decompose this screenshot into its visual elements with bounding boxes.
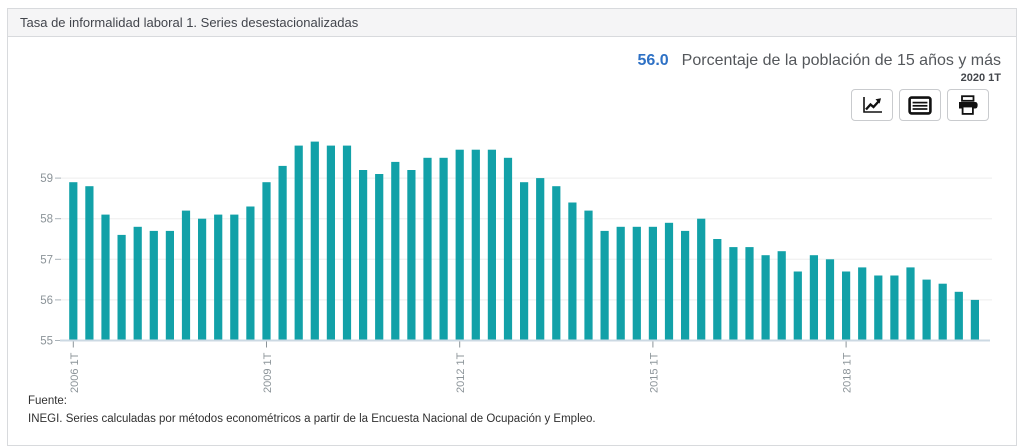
bar[interactable] [294, 145, 303, 341]
bar[interactable] [181, 210, 191, 341]
bar[interactable] [455, 149, 464, 341]
bar[interactable] [745, 247, 754, 341]
axis-labels: 55 56 57 58 59 2006 1T 2009 1T 2012 1T 2015 1T 20… [40, 173, 853, 393]
bar[interactable] [648, 226, 657, 341]
y-tick-label: 55 [40, 336, 53, 348]
toolbar [851, 89, 989, 121]
indicator-unit-label: Porcentaje de la población de 15 años y … [681, 52, 1001, 69]
chart-view-button[interactable] [851, 89, 893, 121]
panel-header: Tasa de informalidad laboral 1. Series d… [8, 9, 1016, 37]
bar[interactable] [584, 210, 593, 341]
bar[interactable] [809, 255, 818, 341]
bar[interactable] [262, 182, 271, 341]
bar[interactable] [906, 267, 915, 341]
bar[interactable] [793, 271, 802, 341]
bar[interactable] [954, 291, 963, 341]
bar[interactable] [568, 202, 577, 341]
x-tick-label: 2015 1T [648, 352, 660, 393]
x-tick-label: 2018 1T [842, 352, 854, 393]
bar[interactable] [681, 230, 690, 341]
bar[interactable] [214, 214, 223, 341]
bar[interactable] [858, 267, 867, 341]
bar[interactable] [600, 230, 609, 341]
line-chart-icon [863, 97, 882, 113]
y-tick-label: 58 [40, 214, 53, 226]
print-button[interactable] [947, 89, 989, 121]
indicator-summary: 56.0 Porcentaje de la población de 15 añ… [638, 52, 1001, 70]
y-tick-label: 57 [40, 254, 53, 266]
bar[interactable] [664, 222, 674, 341]
bar[interactable] [359, 170, 368, 341]
panel-body: 56.0 Porcentaje de la población de 15 añ… [8, 37, 1016, 446]
x-tick-label: 2006 1T [69, 352, 81, 393]
bar[interactable] [117, 234, 126, 341]
bar[interactable] [391, 161, 400, 341]
bar[interactable] [230, 214, 239, 341]
table-icon [908, 95, 932, 115]
bar[interactable] [278, 165, 287, 341]
bar[interactable] [69, 182, 78, 341]
indicator-value: 56.0 [637, 52, 669, 69]
bars [69, 141, 979, 341]
bar[interactable] [85, 186, 94, 341]
bar[interactable] [471, 149, 480, 341]
y-tick-label: 59 [40, 173, 53, 185]
bar[interactable] [632, 226, 641, 341]
indicator-panel: Tasa de informalidad laboral 1. Series d… [7, 8, 1017, 446]
panel-title: Tasa de informalidad laboral 1. Series d… [20, 15, 359, 30]
bar[interactable] [423, 157, 432, 341]
bar[interactable] [922, 279, 931, 341]
source-label: Fuente: [28, 395, 67, 407]
printer-icon [959, 94, 978, 115]
bar[interactable] [439, 157, 448, 341]
bar[interactable] [938, 283, 947, 341]
bar[interactable] [149, 230, 158, 341]
bar[interactable] [697, 218, 706, 341]
bar[interactable] [890, 275, 899, 341]
bar[interactable] [133, 226, 142, 341]
bar[interactable] [842, 271, 851, 341]
bar[interactable] [825, 259, 835, 341]
bar[interactable] [342, 145, 352, 341]
x-tick-label: 2012 1T [455, 352, 467, 393]
bar[interactable] [326, 145, 335, 341]
table-view-button[interactable] [899, 89, 941, 121]
bar[interactable] [503, 157, 513, 341]
bar[interactable] [487, 149, 496, 341]
bar[interactable] [165, 230, 174, 341]
indicator-period: 2020 1T [960, 72, 1001, 84]
bar[interactable] [375, 174, 384, 341]
source: Fuente: INEGI. Series calculadas por mét… [28, 393, 596, 428]
bar[interactable] [198, 218, 207, 341]
bar[interactable] [246, 206, 255, 341]
x-tick-label: 2009 1T [262, 352, 274, 393]
bar[interactable] [101, 214, 110, 341]
bar[interactable] [874, 275, 883, 341]
bar[interactable] [407, 170, 416, 341]
bar[interactable] [713, 239, 722, 341]
bar[interactable] [777, 251, 786, 341]
bar-chart: 55 56 57 58 59 2006 1T 2009 1T 2012 1T 2015 1T 20… [40, 141, 992, 393]
bar[interactable] [310, 141, 319, 341]
bar[interactable] [970, 299, 979, 341]
bar[interactable] [761, 255, 770, 341]
source-text: INEGI. Series calculadas por métodos eco… [28, 413, 596, 425]
bar[interactable] [520, 182, 529, 341]
bar[interactable] [616, 226, 625, 341]
bar[interactable] [552, 186, 561, 341]
bar[interactable] [729, 247, 738, 341]
y-tick-label: 56 [40, 295, 53, 307]
bar[interactable] [536, 178, 545, 341]
